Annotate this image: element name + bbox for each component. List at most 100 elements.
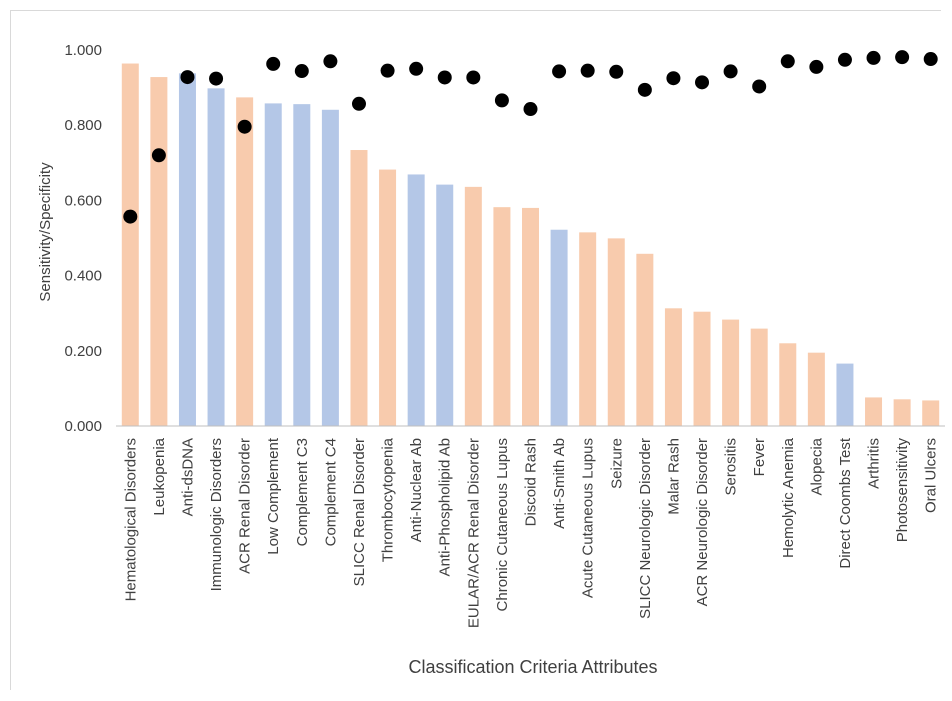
marker — [666, 71, 681, 86]
x-tick-label: Complement C4 — [322, 438, 339, 546]
x-tick-label: Anti-dsDNA — [179, 438, 196, 516]
marker — [294, 64, 309, 79]
y-axis-ticks: 0.000 0.200 0.400 0.600 0.800 1.000 — [64, 42, 102, 435]
x-tick-label: Anti-Phospholipid Ab — [437, 438, 454, 576]
marker — [123, 209, 138, 224]
bar — [693, 311, 711, 426]
bar — [121, 63, 139, 426]
bar — [636, 253, 654, 426]
marker — [752, 79, 767, 94]
marker — [609, 64, 624, 79]
bar — [893, 399, 911, 426]
marker — [266, 56, 281, 71]
marker — [466, 70, 481, 85]
bar — [178, 73, 196, 426]
marker — [351, 96, 366, 111]
bar — [922, 400, 940, 426]
x-tick-label: Seizure — [608, 438, 625, 489]
bar — [379, 169, 397, 426]
bar — [293, 104, 311, 427]
bar — [836, 363, 854, 426]
marker — [209, 71, 224, 86]
bar — [750, 328, 768, 426]
x-axis-ticks: Hematological Disorders Leukopenia Anti-ds… — [122, 437, 939, 628]
bar — [807, 352, 825, 426]
marker — [151, 148, 166, 163]
y-tick-label: 0.600 — [64, 192, 102, 209]
x-tick-label: Serositis — [723, 438, 740, 496]
x-tick-label: Leukopenia — [151, 437, 168, 515]
chart-frame — [10, 10, 941, 690]
bar — [865, 397, 883, 426]
x-tick-label: EULAR/ACR Renal Disorder — [465, 438, 482, 628]
x-tick-label: Alopecia — [808, 437, 825, 495]
x-tick-label: ACR Renal Disorder — [237, 438, 254, 574]
bar — [236, 97, 254, 426]
bar — [321, 109, 339, 426]
x-tick-label: Arthritis — [866, 438, 883, 489]
x-tick-label: Complement C3 — [294, 438, 311, 546]
x-tick-label: SLICC Renal Disorder — [351, 438, 368, 586]
marker — [180, 70, 195, 85]
y-axis-label: Sensitivity/Specificity — [37, 162, 54, 302]
x-tick-label: Chronic Cutaneous Lupus — [494, 438, 511, 611]
marker — [809, 59, 824, 74]
x-tick-label: Hemolytic Anemia — [780, 437, 797, 558]
marker — [437, 70, 452, 85]
marker — [380, 63, 395, 78]
x-tick-label: Anti-Smith Ab — [551, 438, 568, 529]
bar — [436, 184, 454, 426]
marker — [895, 50, 910, 65]
x-tick-label: Malar Rash — [665, 438, 682, 515]
bar — [779, 343, 797, 426]
markers — [123, 50, 938, 224]
bar — [350, 150, 368, 427]
marker — [780, 54, 795, 69]
x-tick-label: Fever — [751, 438, 768, 476]
marker — [323, 54, 338, 69]
marker — [923, 52, 938, 67]
x-tick-label: SLICC Neurologic Disorder — [637, 438, 654, 619]
y-tick-label: 1.000 — [64, 42, 102, 59]
x-tick-label: Oral Ulcers — [923, 438, 940, 513]
marker — [723, 64, 738, 79]
bar — [464, 186, 482, 426]
y-tick-label: 0.800 — [64, 117, 102, 134]
bar — [493, 207, 511, 426]
bar — [664, 308, 682, 426]
x-tick-label: Discoid Rash — [523, 438, 540, 526]
y-tick-label: 0.000 — [64, 418, 102, 435]
bars — [121, 63, 940, 427]
marker — [866, 50, 881, 65]
bar — [207, 88, 225, 427]
marker — [637, 82, 652, 97]
x-tick-label: Acute Cutaneous Lupus — [580, 438, 597, 598]
bar — [407, 174, 425, 426]
marker — [837, 52, 852, 67]
bar — [522, 207, 539, 426]
x-tick-label: ACR Neurologic Disorder — [694, 438, 711, 606]
bar — [150, 77, 168, 427]
x-axis-label: Classification Criteria Attributes — [408, 657, 657, 677]
marker — [523, 102, 538, 117]
marker — [237, 119, 252, 134]
bar — [607, 238, 625, 426]
marker — [494, 93, 509, 108]
bar — [579, 232, 597, 426]
marker — [580, 63, 595, 78]
bar — [550, 229, 568, 426]
y-tick-label: 0.200 — [64, 343, 102, 360]
bar — [264, 103, 282, 426]
marker — [695, 75, 710, 90]
x-tick-label: Immunologic Disorders — [208, 438, 225, 591]
x-tick-label: Direct Coombs Test — [837, 437, 854, 568]
marker — [409, 61, 424, 76]
y-tick-label: 0.400 — [64, 268, 102, 285]
x-tick-label: Thrombocytopenia — [380, 437, 397, 562]
x-tick-label: Low Complement — [265, 437, 282, 555]
x-tick-label: Hematological Disorders — [122, 438, 139, 601]
marker — [552, 64, 567, 79]
x-tick-label: Photosensitivity — [894, 438, 911, 543]
bar — [722, 319, 740, 426]
